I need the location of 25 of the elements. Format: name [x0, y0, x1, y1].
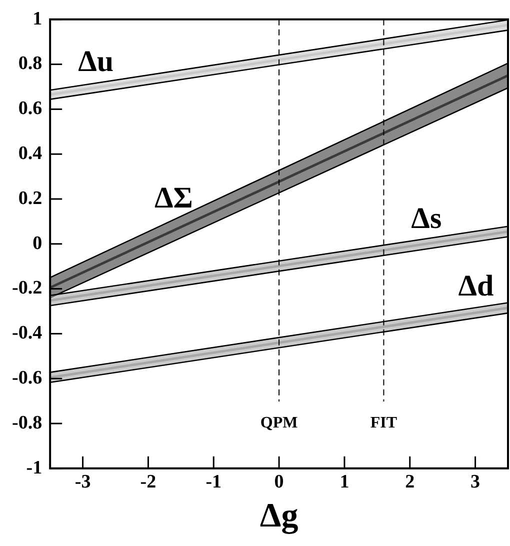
y-tick-label: -0.4	[12, 322, 43, 344]
y-tick-label: 0.4	[18, 143, 43, 164]
y-tick-label: 0.6	[18, 98, 42, 120]
x-tick-label: 1	[340, 472, 350, 493]
y-tick-label: 0	[32, 232, 42, 254]
y-tick-label: -0.6	[12, 368, 42, 389]
x-tick-label: 0	[274, 472, 284, 493]
y-tick-label: -0.8	[12, 412, 42, 434]
ref-line-label: QPM	[260, 414, 298, 432]
y-tick-label: 1	[32, 8, 42, 30]
series-label: Δu	[78, 45, 114, 78]
x-tick-label: -1	[206, 472, 222, 493]
y-tick-label: -0.2	[12, 278, 42, 299]
series-label: Δs	[411, 202, 442, 236]
y-tick-label: 0.8	[18, 53, 42, 74]
x-tick-label: 3	[470, 472, 480, 493]
series-label: Δd	[458, 270, 494, 303]
x-axis-title: Δg	[260, 497, 298, 534]
x-tick-label: 2	[405, 472, 415, 493]
ref-line-label: FIT	[370, 414, 398, 432]
y-tick-label: 0.2	[18, 188, 42, 209]
x-tick-label: -3	[74, 472, 91, 493]
series-label: ΔΣ	[154, 182, 193, 215]
x-tick-label: -2	[140, 472, 156, 493]
y-tick-label: -1	[26, 457, 42, 478]
